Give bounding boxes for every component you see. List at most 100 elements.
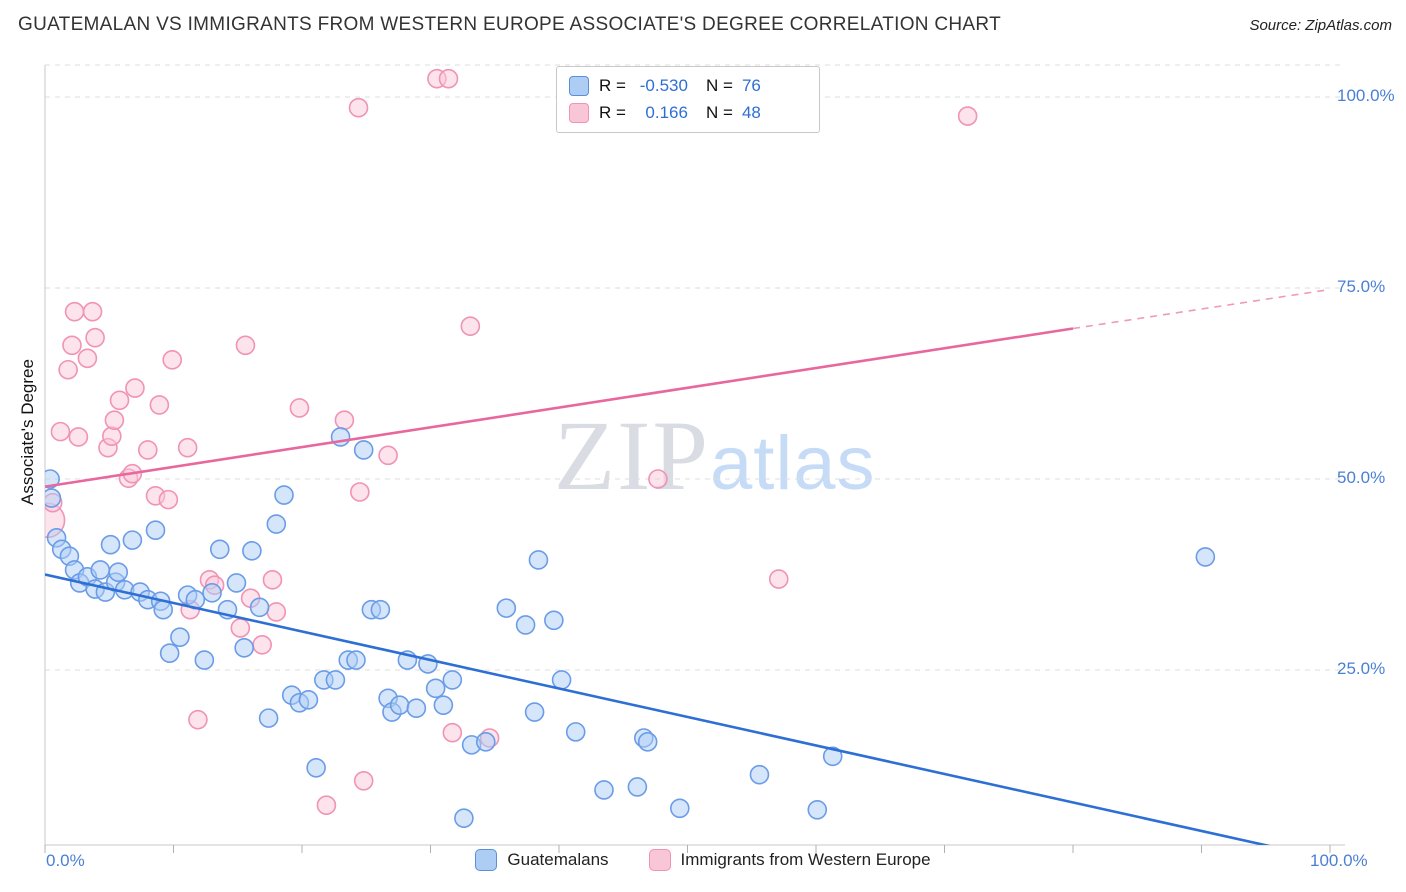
stats-row-guatemalans: R = -0.530 N = 76	[569, 76, 807, 96]
scatter-point	[306, 757, 326, 778]
scatter-point	[82, 301, 103, 322]
scatter-point	[316, 795, 337, 816]
scatter-point	[460, 316, 481, 337]
series-immigrants-from-western-europe	[45, 68, 978, 816]
r-label: R =	[599, 103, 626, 122]
scatter-point	[102, 426, 122, 447]
scatter-point	[389, 695, 410, 715]
scatter-point	[957, 106, 978, 126]
scatter-point	[45, 469, 60, 489]
scatter-point	[209, 539, 230, 560]
scatter-point	[528, 550, 549, 570]
n-value-western-europe: 48	[741, 103, 761, 122]
scatter-point	[258, 708, 279, 728]
scatter-point	[242, 541, 262, 561]
r-value-western-europe: 0.166	[645, 103, 688, 122]
scatter-point	[188, 709, 208, 730]
scatter-point	[64, 301, 85, 322]
scatter-point	[234, 638, 254, 658]
scatter-point	[108, 562, 129, 583]
scatter-point	[515, 615, 536, 635]
scatter-point	[1195, 547, 1216, 567]
scatter-point	[334, 410, 355, 430]
scatter-point	[807, 800, 828, 820]
scatter-point	[100, 534, 121, 555]
scatter-point	[370, 599, 391, 620]
x-tick-0: 0.0%	[46, 851, 85, 870]
r-value-guatemalans: -0.530	[639, 76, 688, 95]
scatter-point	[90, 560, 111, 580]
scatter-point	[669, 798, 690, 819]
source-credit: Source: ZipAtlas.com	[1249, 17, 1392, 34]
scatter-point	[262, 570, 283, 590]
scatter-point	[158, 489, 179, 510]
guatemalans-swatch	[475, 849, 498, 871]
scatter-point	[298, 689, 319, 710]
scatter-point	[648, 469, 668, 489]
scatter-point	[627, 777, 648, 797]
n-value-guatemalans: 76	[741, 76, 761, 95]
scatter-point	[77, 348, 98, 369]
zipatlas-watermark: ZIP atlas	[554, 398, 876, 513]
scatter-point	[353, 440, 374, 460]
scatter-point	[230, 618, 251, 638]
scatter-point	[768, 569, 789, 589]
series-guatemalans	[45, 427, 1216, 829]
y-axis-label: Associate's Degree	[18, 359, 37, 505]
scatter-point	[252, 634, 272, 655]
y-tick-25: 25.0%	[1337, 659, 1386, 678]
scatter-point	[45, 488, 62, 508]
scatter-point	[235, 335, 256, 356]
scatter-point	[266, 514, 287, 534]
scatter-point	[442, 722, 463, 743]
scatter-point	[496, 598, 517, 618]
r-label: R =	[599, 76, 626, 95]
scatter-point	[266, 602, 287, 622]
scatter-point	[85, 327, 105, 348]
guatemalans-label: Guatemalans	[507, 850, 609, 869]
scatter-point	[524, 702, 545, 722]
n-label: N =	[705, 76, 733, 95]
trend-line-solid	[45, 327, 1074, 488]
pink-series-swatch	[569, 103, 589, 123]
scatter-point	[438, 68, 459, 89]
scatter-point	[50, 421, 71, 442]
scatter-point	[433, 695, 454, 715]
y-tick-50: 50.0%	[1337, 468, 1386, 487]
trend-line-solid	[45, 573, 1271, 845]
legend-item-western-europe: Immigrants from Western Europe	[648, 849, 931, 871]
scatter-point	[149, 395, 170, 415]
scatter-point	[62, 335, 82, 356]
scatter-point	[249, 597, 270, 618]
legend-item-guatemalans: Guatemalans	[475, 849, 609, 871]
y-tick-100: 100.0%	[1337, 86, 1395, 105]
scatter-point	[289, 398, 310, 418]
scatter-point	[226, 573, 247, 593]
scatter-point	[425, 678, 446, 699]
scatter-point	[194, 650, 215, 670]
scatter-point	[162, 350, 183, 370]
scatter-point	[749, 764, 770, 785]
correlation-stats-box: R = -0.530 N = 76 R = 0.166 N = 48	[556, 66, 820, 133]
stats-row-western-europe: R = 0.166 N = 48	[569, 103, 807, 123]
scatter-point	[125, 378, 145, 398]
scatter-point	[159, 643, 180, 663]
scatter-point	[350, 482, 370, 502]
watermark-zip: ZIP	[554, 400, 710, 511]
scatter-point	[346, 650, 366, 670]
page-title: GUATEMALAN VS IMMIGRANTS FROM WESTERN EU…	[18, 14, 1001, 35]
scatter-point	[325, 670, 346, 690]
scatter-point	[274, 485, 294, 505]
series-legend: Guatemalans Immigrants from Western Euro…	[0, 849, 1406, 871]
western-europe-swatch	[648, 849, 671, 871]
scatter-point	[170, 627, 190, 647]
scatter-point	[109, 390, 130, 411]
scatter-point	[348, 97, 369, 118]
blue-series-swatch	[569, 76, 589, 96]
scatter-point	[475, 732, 496, 752]
y-tick-75: 75.0%	[1337, 277, 1386, 296]
scatter-point	[406, 698, 427, 719]
scatter-point	[353, 770, 374, 791]
scatter-point	[822, 746, 843, 767]
